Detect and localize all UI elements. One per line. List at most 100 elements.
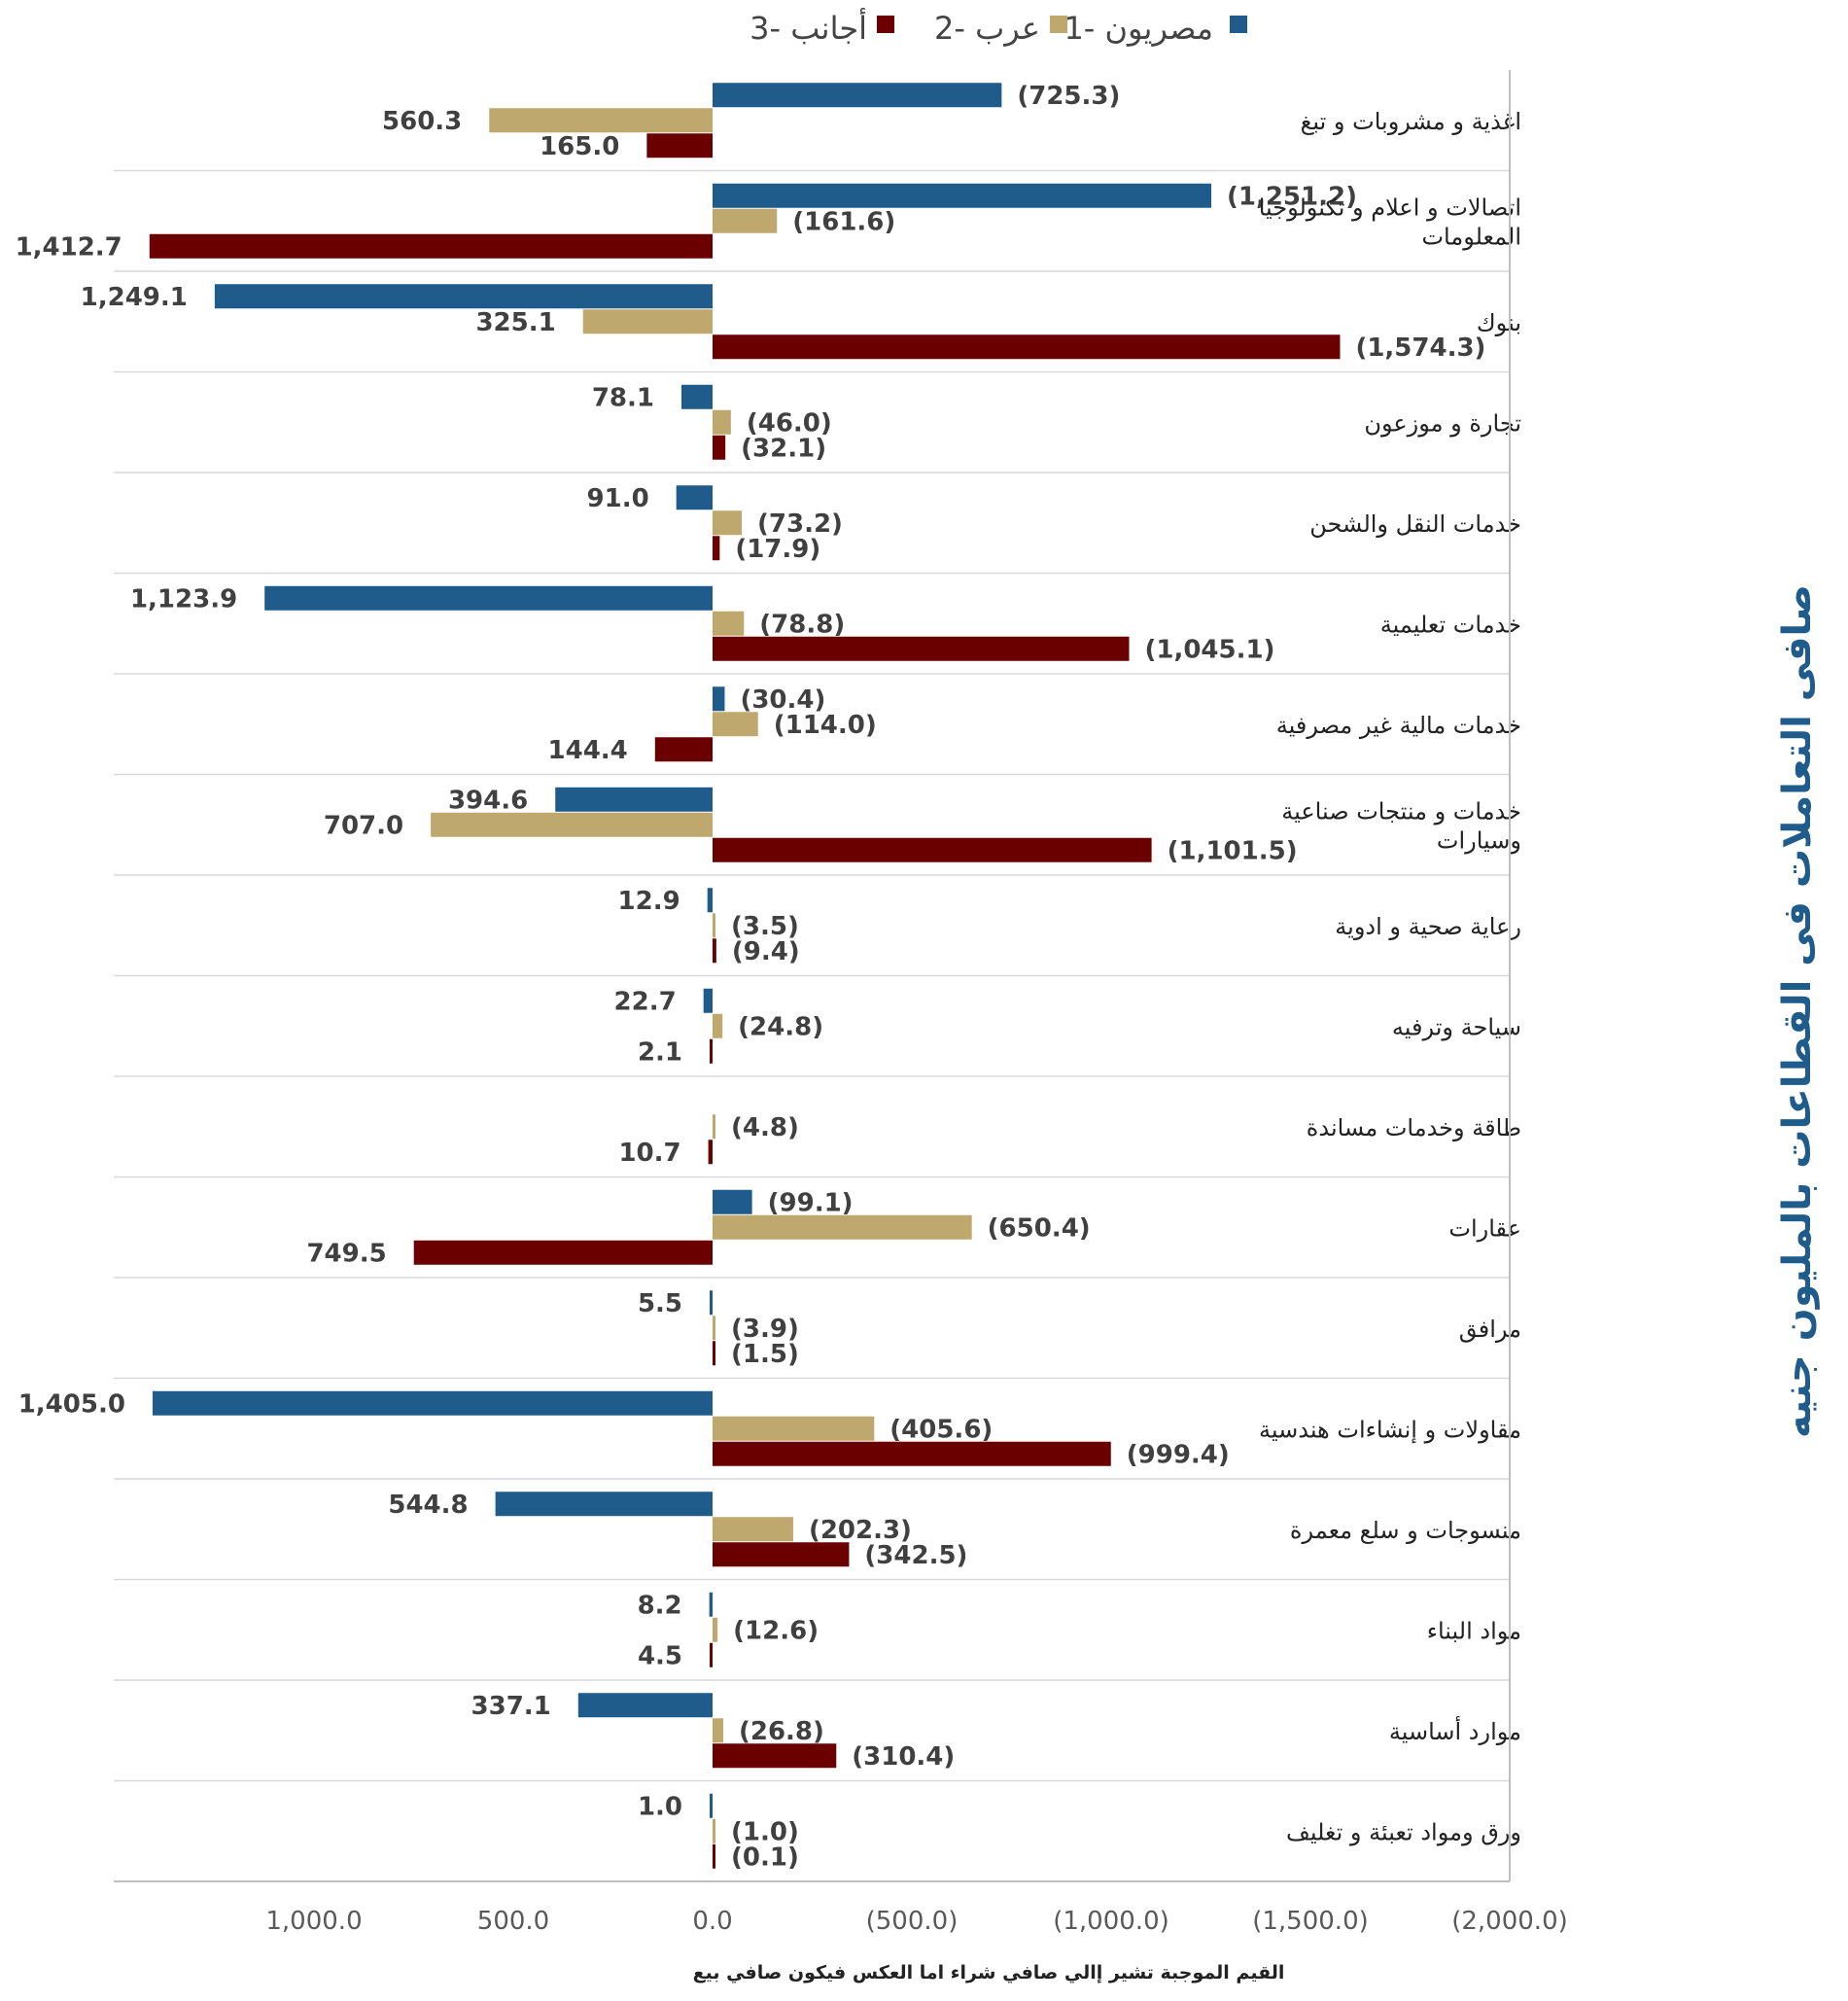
data-label: (30.4) xyxy=(740,685,825,715)
data-label: (999.4) xyxy=(1127,1440,1230,1469)
data-label: (9.4) xyxy=(732,937,800,966)
legend-label: عرب -2 xyxy=(934,10,1040,47)
category-label: خدمات مالية غير مصرفية xyxy=(1276,712,1521,739)
bar xyxy=(713,1316,715,1341)
bar xyxy=(713,913,715,938)
bar xyxy=(152,1390,713,1416)
data-label: (46.0) xyxy=(747,408,832,438)
data-label: (12.6) xyxy=(733,1616,819,1645)
data-label: (725.3) xyxy=(1017,82,1120,111)
tick-label: (1,500.0) xyxy=(1252,1907,1369,1936)
bar xyxy=(710,1038,713,1064)
category-gridlines xyxy=(114,169,1510,1782)
bar xyxy=(431,812,713,837)
data-label: 5.5 xyxy=(638,1289,682,1318)
data-label: 12.9 xyxy=(618,887,680,916)
data-label: (1,101.5) xyxy=(1168,836,1298,865)
data-label: (342.5) xyxy=(864,1541,967,1570)
category-label: ورق ومواد تعبئة و تغليف xyxy=(1286,1818,1521,1845)
data-label: 337.1 xyxy=(471,1692,551,1721)
chart-title: صافى التعاملات فى القطاعات بالمليون جنيه xyxy=(1775,584,1820,1438)
bar xyxy=(713,611,745,636)
legend: مصريون -1 عرب -2 أجانب -3 xyxy=(750,8,1247,47)
legend-swatch xyxy=(1050,16,1067,33)
bar xyxy=(713,837,1152,862)
category-label: خدمات تعليمية xyxy=(1380,611,1521,638)
data-label: 749.5 xyxy=(306,1239,386,1268)
tick-label: 1,000.0 xyxy=(265,1907,362,1936)
bar xyxy=(713,686,725,712)
bar xyxy=(555,787,713,812)
bar xyxy=(713,1843,715,1869)
category-label: تجارة و موزعون xyxy=(1364,409,1521,437)
category-label: بنوك xyxy=(1477,309,1521,336)
data-label: 560.3 xyxy=(382,107,462,136)
category-label: سياحة وترفيه xyxy=(1392,1013,1521,1040)
bar xyxy=(713,1416,875,1441)
tick-label: (500.0) xyxy=(866,1907,959,1936)
bar xyxy=(713,1818,715,1843)
data-label: 144.4 xyxy=(548,736,628,765)
data-label: 394.6 xyxy=(448,786,528,815)
category-label: اتصالات و اعلام و تكنولوجيا xyxy=(1259,193,1521,221)
tick-label: (2,000.0) xyxy=(1451,1907,1568,1936)
category-label: خدمات و منتجات صناعية xyxy=(1281,797,1521,825)
data-label: 4.5 xyxy=(638,1641,682,1670)
data-label: (1,251.2) xyxy=(1227,182,1357,211)
bar xyxy=(149,233,714,259)
bar xyxy=(713,1718,723,1743)
bar xyxy=(582,309,713,334)
bar xyxy=(214,284,713,309)
data-label: 22.7 xyxy=(614,987,677,1016)
data-labels: (725.3) (1,251.2) 1,249.1 78.1 91.0 1,123.9 (3… xyxy=(16,82,1486,1873)
bar xyxy=(577,1693,713,1718)
data-label: 8.2 xyxy=(638,1591,682,1620)
data-label: (0.1) xyxy=(731,1843,799,1872)
data-label: (1,574.3) xyxy=(1355,334,1485,363)
bar xyxy=(264,585,713,611)
category-label: رعاية صحية و ادوية xyxy=(1335,913,1521,940)
data-label: (4.8) xyxy=(731,1113,799,1142)
bar xyxy=(713,334,1341,360)
data-label: 10.7 xyxy=(618,1139,680,1168)
bar xyxy=(713,208,778,233)
bar xyxy=(713,1517,793,1542)
tick-label: 0.0 xyxy=(692,1907,732,1936)
data-label: (32.1) xyxy=(741,434,826,463)
data-label: (26.8) xyxy=(739,1717,824,1746)
bar xyxy=(680,384,713,409)
bar xyxy=(713,938,716,964)
bar xyxy=(713,510,743,536)
bar xyxy=(710,1793,713,1818)
bar xyxy=(489,108,713,133)
category-labels: اغذية و مشروبات و تبغ اتصالات و اعلام و ت… xyxy=(1259,108,1521,1846)
bar xyxy=(707,888,713,913)
category-label: منسوجات و سلع معمرة xyxy=(1290,1517,1521,1544)
bar xyxy=(713,1013,723,1038)
data-label: 325.1 xyxy=(475,308,555,337)
bar xyxy=(703,988,713,1013)
data-label: 707.0 xyxy=(324,811,403,840)
data-label: (114.0) xyxy=(774,711,877,740)
bar xyxy=(713,536,720,561)
category-label: اغذية و مشروبات و تبغ xyxy=(1301,108,1521,135)
bar xyxy=(709,1592,713,1617)
category-label: وسيارات xyxy=(1437,826,1521,854)
data-label: 1,249.1 xyxy=(81,283,188,312)
category-label: مقاولات و إنشاءات هندسية xyxy=(1259,1416,1521,1444)
bar xyxy=(713,1114,715,1140)
data-label: (1.5) xyxy=(731,1340,799,1369)
data-label: (17.9) xyxy=(735,535,820,564)
bar xyxy=(713,1341,715,1366)
bar xyxy=(646,133,713,158)
data-label: 1,405.0 xyxy=(18,1389,125,1419)
bar xyxy=(713,636,1130,661)
bar xyxy=(713,409,731,435)
legend-label: أجانب -3 xyxy=(750,8,867,47)
category-label: خدمات النقل والشحن xyxy=(1309,510,1521,538)
category-label: مرافق xyxy=(1459,1316,1521,1343)
bar xyxy=(713,83,1002,108)
bar xyxy=(713,1617,718,1642)
bar xyxy=(495,1492,713,1517)
